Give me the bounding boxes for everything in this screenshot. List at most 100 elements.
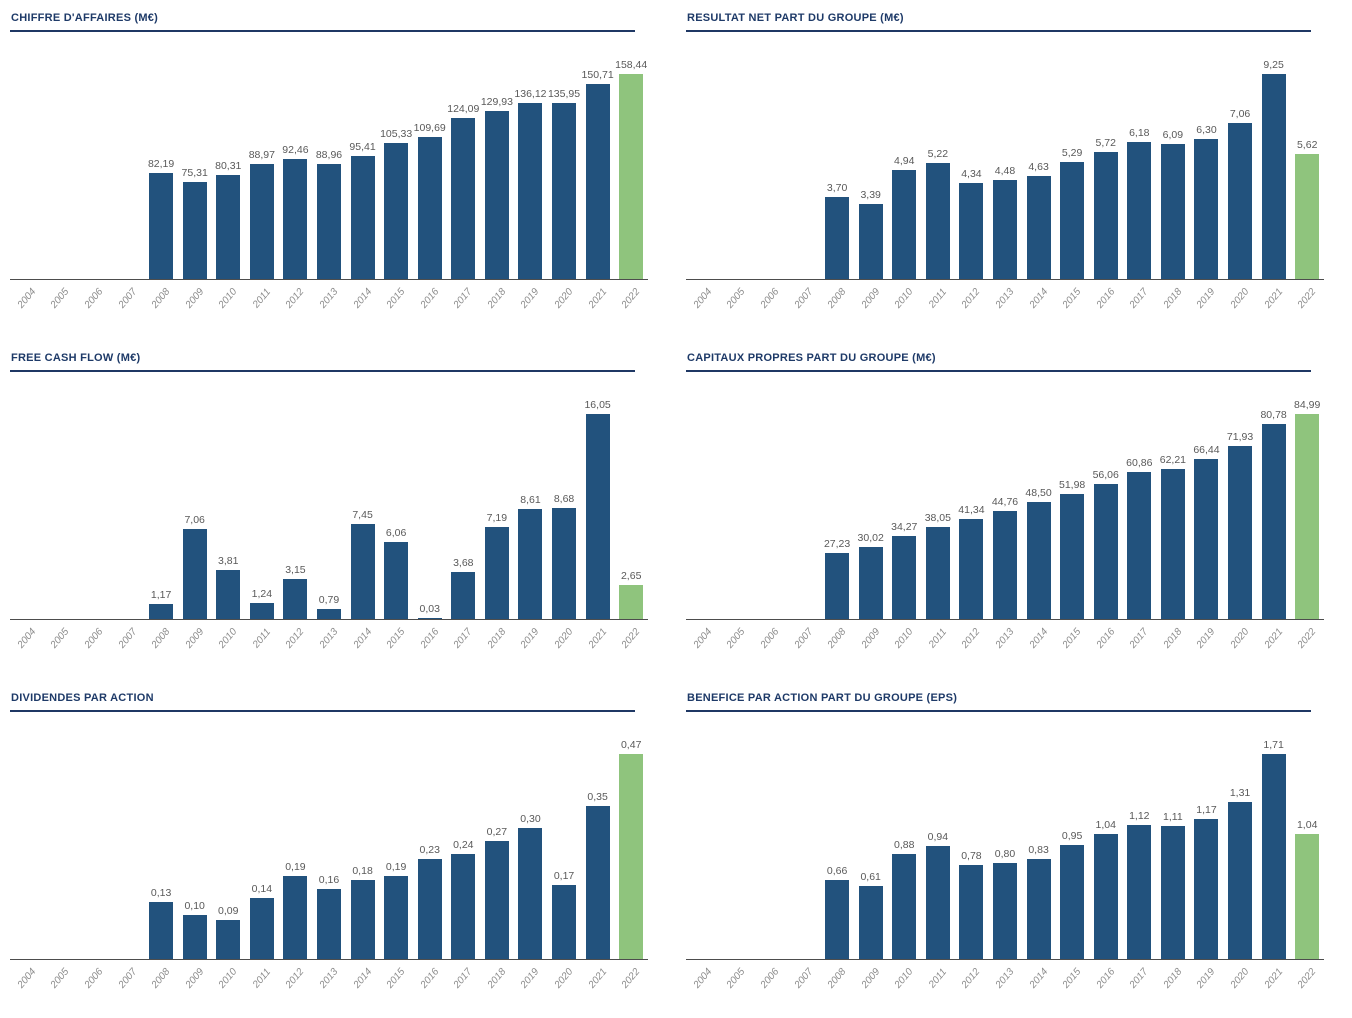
title-underline (686, 30, 1311, 32)
year-tick: 2022 (1290, 620, 1324, 666)
year-tick: 2016 (413, 960, 447, 1006)
bar-column: 56,06 (1089, 469, 1123, 619)
bar-column: 5,62 (1290, 139, 1324, 279)
bar (825, 880, 850, 959)
bar-column: 6,30 (1190, 124, 1224, 279)
year-tick: 2013 (312, 960, 346, 1006)
bar (384, 143, 409, 279)
year-tick-label: 2007 (116, 626, 139, 651)
year-tick: 2009 (854, 280, 888, 326)
year-tick: 2015 (379, 960, 413, 1006)
bar (1261, 424, 1286, 619)
bar-value-label: 7,45 (352, 509, 373, 521)
bar-column: 7,19 (480, 512, 514, 619)
year-tick-label: 2014 (351, 966, 374, 991)
year-tick: 2011 (245, 280, 279, 326)
bar-column: 7,45 (346, 509, 380, 619)
year-tick-label: 2018 (1161, 286, 1185, 311)
bar-value-label: 0,47 (620, 739, 642, 751)
year-tick-label: 2012 (284, 626, 307, 651)
bar-column: 0,10 (178, 900, 212, 959)
bar-column: 0,95 (1055, 830, 1089, 959)
bar (992, 863, 1017, 959)
bar-column: 71,93 (1223, 431, 1257, 619)
bar-value-label: 0,95 (1061, 830, 1083, 842)
bar-column: 88,97 (245, 149, 279, 279)
year-tick-label: 2018 (485, 966, 509, 991)
bar (892, 170, 917, 279)
bar-value-label: 0,18 (352, 865, 373, 877)
bar-column: 48,50 (1022, 487, 1056, 619)
year-tick-label: 2021 (586, 286, 609, 311)
bar (384, 876, 409, 959)
bar-column: 0,61 (854, 871, 888, 959)
bar-value-label: 27,23 (823, 538, 851, 550)
year-tick-label: 2014 (351, 286, 374, 311)
year-tick: 2010 (887, 960, 921, 1006)
year-tick: 2011 (245, 960, 279, 1006)
bar-value-label: 1,04 (1296, 819, 1318, 831)
year-tick: 2017 (1123, 620, 1157, 666)
bar-column: 1,31 (1223, 787, 1257, 959)
x-axis-labels: 2004 2005 2006 2007 2008 2009 2010 2011 2012 2013… (10, 280, 648, 326)
bar-column: 0,80 (988, 848, 1022, 959)
bar (1026, 859, 1051, 959)
bar-column: 124,09 (447, 103, 481, 279)
bar (858, 204, 883, 279)
bars-area: 82,19 75,31 80,31 88,97 92,46 88,96 95,41 105,3… (10, 36, 648, 280)
title-underline (10, 30, 635, 32)
year-tick: 2013 (312, 620, 346, 666)
year-tick-label: 2008 (825, 626, 849, 651)
year-tick-label: 2011 (250, 286, 273, 311)
year-tick-label: 2020 (552, 626, 576, 651)
x-axis-labels: 2004 2005 2006 2007 2008 2009 2010 2011 2012 2013… (686, 620, 1324, 666)
bars-area: 0,66 0,61 0,88 0,94 0,78 0,80 0,83 0,95 1,04 1,12… (686, 716, 1324, 960)
bar-column: 51,98 (1055, 479, 1089, 619)
year-tick-label: 2008 (825, 966, 849, 991)
bar-value-label: 16,05 (584, 399, 611, 411)
bar (182, 182, 207, 279)
bar-value-label: 80,31 (215, 160, 242, 172)
year-tick-label: 2006 (758, 286, 782, 311)
bar-column: 0,27 (480, 826, 514, 959)
bar-value-label: 0,03 (419, 603, 440, 615)
bar-column: 88,96 (312, 149, 346, 279)
bar-value-label: 158,44 (615, 59, 648, 71)
bar (216, 920, 241, 959)
bar (417, 859, 442, 959)
bar-column: 4,63 (1022, 161, 1056, 279)
bar-value-label: 109,69 (413, 122, 446, 134)
year-tick-label: 2015 (1060, 286, 1084, 311)
year-tick-label: 2008 (149, 966, 173, 991)
year-tick: 2014 (346, 280, 380, 326)
bar (216, 570, 241, 619)
year-tick-label: 2011 (926, 286, 949, 311)
bar-column: 0,09 (211, 905, 245, 959)
bar-value-label: 88,96 (315, 149, 343, 161)
bar-value-label: 0,79 (318, 594, 340, 606)
year-tick: 2019 (514, 960, 548, 1006)
year-tick: 2016 (1089, 620, 1123, 666)
bar-column: 75,31 (178, 167, 212, 279)
year-tick: 2019 (1190, 960, 1224, 1006)
bar-column: 0,35 (581, 791, 615, 959)
year-tick: 2013 (988, 280, 1022, 326)
year-tick: 2004 (10, 280, 44, 326)
bar (1261, 74, 1286, 279)
year-tick: 2009 (178, 960, 212, 1006)
bar (892, 854, 917, 959)
year-tick: 2022 (1290, 960, 1324, 1006)
bar (350, 156, 375, 279)
year-tick: 2014 (1022, 960, 1056, 1006)
year-tick: 2016 (1089, 280, 1123, 326)
bar (316, 889, 341, 959)
bar-column: 0,30 (514, 813, 548, 959)
bar-value-label: 1,11 (1163, 811, 1183, 823)
bar-highlight-2022 (619, 585, 644, 619)
bar (1194, 459, 1219, 619)
bar (1160, 826, 1185, 959)
bar-column: 41,34 (955, 504, 989, 619)
bar-value-label: 0,83 (1028, 844, 1049, 856)
bar-value-label: 6,18 (1129, 127, 1150, 139)
